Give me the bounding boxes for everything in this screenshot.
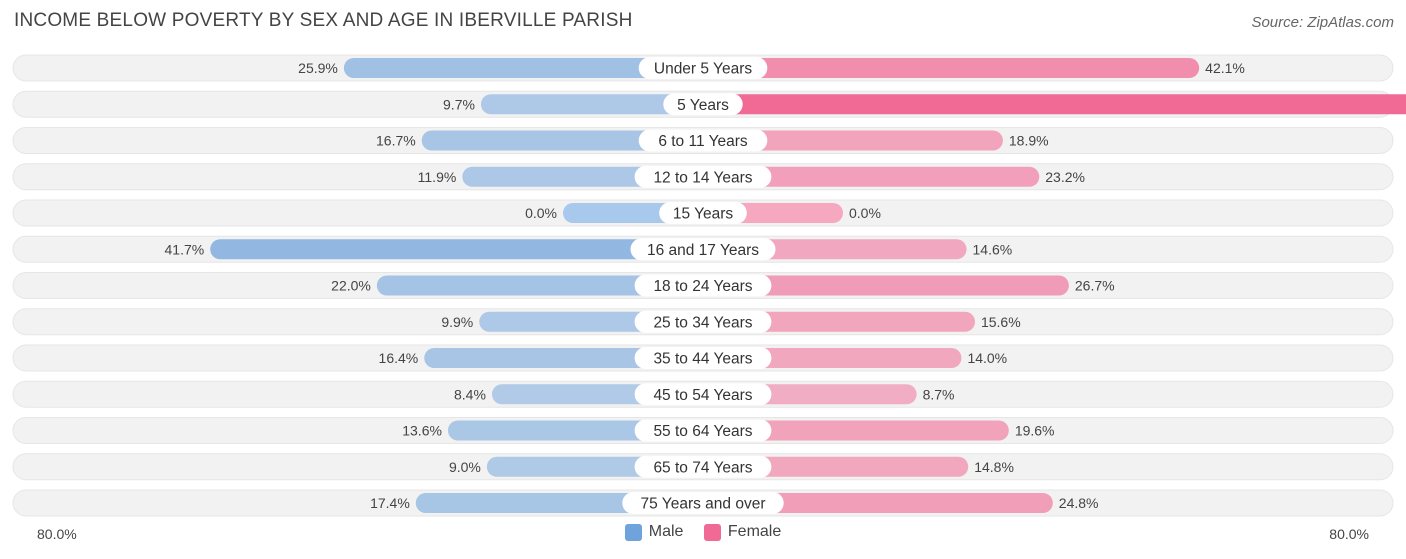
- legend-label-male: Male: [648, 523, 684, 540]
- value-label-female: 18.9%: [1009, 133, 1049, 149]
- bar-male: [480, 94, 703, 115]
- value-label-female: 15.6%: [981, 314, 1021, 330]
- category-label: 18 to 24 Years: [653, 278, 752, 295]
- value-label-male: 11.9%: [418, 169, 457, 185]
- legend-swatch-male: [624, 523, 642, 541]
- value-label-male: 8.4%: [454, 386, 486, 402]
- legend-item-female: Female: [703, 523, 782, 541]
- category-label: 75 Years and over: [641, 496, 766, 513]
- bar-female: [703, 275, 1069, 296]
- category-label: Under 5 Years: [654, 61, 752, 78]
- bar-female: [703, 493, 1053, 513]
- bar-female: [703, 58, 1200, 78]
- value-label-female: 14.6%: [973, 241, 1013, 257]
- value-label-female: 19.6%: [1015, 423, 1055, 439]
- bar-female: [703, 166, 1040, 187]
- value-label-male: 9.9%: [441, 314, 473, 330]
- category-label: 25 to 34 Years: [653, 314, 752, 331]
- axis-left-label: 80.0%: [37, 526, 77, 542]
- bar-female: [703, 420, 1009, 441]
- category-pill: [634, 455, 772, 478]
- category-pill: [634, 347, 772, 369]
- value-label-male: 9.0%: [449, 459, 481, 475]
- value-label-female: 24.8%: [1059, 495, 1099, 511]
- category-label: 45 to 54 Years: [653, 387, 752, 404]
- category-pill: [634, 165, 772, 188]
- bar-female: [703, 130, 1003, 151]
- axis-right-label: 80.0%: [1329, 526, 1369, 542]
- category-label: 35 to 44 Years: [653, 351, 752, 368]
- bar-female: [703, 94, 1406, 115]
- category-label: 16 and 17 Years: [647, 242, 759, 259]
- category-label: 6 to 11 Years: [658, 133, 748, 150]
- bar-male: [421, 130, 703, 151]
- category-pill: [634, 383, 772, 406]
- value-label-male: 25.9%: [298, 60, 338, 76]
- value-label-female: 14.8%: [974, 459, 1014, 475]
- bar-male: [210, 239, 703, 260]
- bar-male: [424, 348, 703, 368]
- legend-item-male: Male: [624, 523, 684, 541]
- category-label: 15 Years: [673, 206, 734, 223]
- category-label: 5 Years: [677, 97, 729, 114]
- value-label-female: 14.0%: [967, 350, 1007, 366]
- value-label-male: 13.6%: [402, 423, 442, 439]
- chart-source: Source: ZipAtlas.com: [1251, 14, 1394, 31]
- category-pill: [663, 93, 743, 116]
- bar-male: [343, 58, 703, 78]
- value-label-male: 0.0%: [525, 205, 557, 221]
- value-label-male: 22.0%: [331, 278, 371, 294]
- category-pill: [659, 202, 747, 224]
- category-pill: [638, 57, 768, 79]
- category-label: 12 to 14 Years: [653, 169, 752, 186]
- category-pill: [634, 274, 772, 297]
- category-label: 65 to 74 Years: [653, 459, 752, 476]
- legend-label-female: Female: [727, 523, 782, 540]
- value-label-male: 16.7%: [376, 133, 416, 149]
- category-pill: [634, 419, 772, 442]
- value-label-female: 8.7%: [923, 386, 955, 402]
- category-pill: [622, 492, 784, 514]
- value-label-female: 42.1%: [1205, 60, 1245, 76]
- value-label-female: 26.7%: [1075, 278, 1115, 294]
- bar-female: [703, 311, 975, 332]
- category-label: 55 to 64 Years: [653, 423, 752, 440]
- bar-male: [376, 275, 703, 296]
- value-label-female: 0.0%: [849, 205, 881, 221]
- chart-title: INCOME BELOW POVERTY BY SEX AND AGE IN I…: [14, 10, 633, 31]
- value-label-male: 41.7%: [165, 241, 205, 257]
- category-pill: [638, 129, 768, 152]
- value-label-male: 9.7%: [443, 96, 475, 112]
- legend: Male Female: [0, 523, 1406, 546]
- legend-swatch-female: [703, 523, 721, 541]
- category-pill: [630, 238, 776, 261]
- value-label-male: 16.4%: [379, 350, 419, 366]
- value-label-male: 17.4%: [370, 495, 410, 511]
- value-label-female: 23.2%: [1045, 169, 1085, 185]
- category-pill: [634, 310, 772, 333]
